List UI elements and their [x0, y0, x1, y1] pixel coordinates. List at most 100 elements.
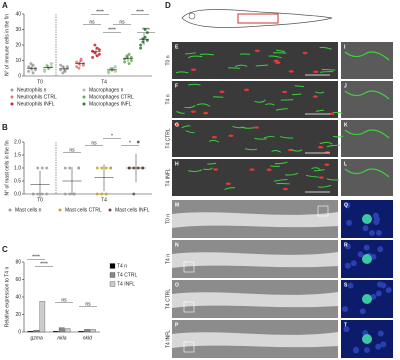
condition-label: T0 n [165, 55, 171, 65]
tissue [172, 332, 338, 348]
x-tick-label: T4 [101, 197, 107, 203]
nucleus [377, 246, 384, 253]
cell [184, 105, 196, 109]
cell [344, 129, 390, 139]
cell [321, 68, 336, 71]
condition-label: T4 CTRL [165, 128, 171, 149]
cell [292, 93, 302, 96]
tissue [172, 252, 338, 268]
y-tick-label: 1.0 [14, 165, 21, 171]
y-tick-label: 40 [15, 11, 21, 17]
cell [207, 162, 217, 165]
significance-label: ns [91, 140, 97, 146]
cell [288, 70, 294, 73]
panel-letter: N [175, 242, 179, 248]
panel-letter: F [175, 83, 178, 89]
significance-label: * [111, 133, 113, 139]
nucleus [343, 326, 350, 333]
legend-swatch [82, 102, 86, 106]
y-tick-label: 10 [15, 58, 21, 64]
condition-label: T4 INFL [165, 168, 171, 186]
cell [219, 90, 225, 94]
nucleus [375, 343, 382, 350]
nucleus [359, 308, 366, 315]
nucleus [357, 251, 364, 258]
nucleus [350, 260, 357, 267]
data-point [123, 60, 127, 64]
significance-label: **** [40, 261, 48, 267]
panel-letter: L [344, 161, 347, 167]
legend-swatch [109, 272, 116, 278]
legend-label: Neutrophils INFL [17, 101, 55, 107]
y-tick-label: 20 [15, 312, 21, 318]
nucleus [346, 219, 353, 226]
cell [234, 64, 248, 67]
panel-letter: O [175, 282, 179, 288]
nucleus [353, 347, 360, 354]
nucleus [363, 347, 370, 354]
panel-letter: S [344, 282, 348, 288]
cell [244, 148, 258, 151]
data-point [27, 69, 31, 73]
legend-swatch [82, 88, 86, 92]
legend-label: Macrophages CTRL [89, 94, 134, 100]
y-axis-label: N° of mast cells in the fin [4, 140, 10, 195]
data-point [129, 59, 133, 62]
y-tick-label: 60 [15, 277, 21, 283]
panel-letter: P [175, 322, 179, 328]
roi-box [317, 205, 329, 217]
data-point [75, 60, 79, 64]
y-tick-label: 40 [15, 294, 21, 300]
cell [254, 99, 266, 103]
data-point [95, 166, 99, 170]
bar [64, 328, 71, 333]
significance-label: ns [89, 19, 95, 25]
cell [274, 161, 288, 165]
data-point [61, 71, 65, 75]
cell [249, 168, 255, 171]
panel-letter: M [175, 202, 179, 208]
significance-label: ns [69, 147, 75, 153]
data-point [75, 65, 79, 69]
y-axis-label: Relative expression to T4 n [4, 267, 10, 328]
mast-cell [362, 334, 372, 344]
x-tick-label: T0 [37, 79, 43, 85]
legend-swatch [10, 88, 14, 92]
cell [311, 167, 321, 171]
cell [285, 172, 299, 176]
cell [187, 83, 201, 86]
cell [313, 70, 319, 74]
legend-swatch [58, 208, 62, 212]
nucleus [344, 202, 351, 209]
cell [266, 168, 272, 171]
data-point [97, 48, 101, 52]
nucleus [347, 282, 354, 289]
cell [315, 109, 325, 112]
cell [213, 168, 219, 171]
cell [326, 144, 340, 148]
data-point [63, 192, 67, 196]
mast-cell [362, 254, 372, 264]
data-point [104, 192, 108, 196]
cell [294, 85, 304, 88]
data-point [100, 192, 104, 196]
cell [329, 112, 335, 116]
cell [279, 135, 294, 139]
roi-box [183, 261, 195, 273]
data-point [143, 28, 147, 31]
panel-letter: C [2, 245, 8, 254]
data-point [79, 57, 83, 61]
significance-label: ns [119, 19, 125, 25]
data-point [109, 166, 113, 170]
cell [232, 125, 245, 129]
data-point [107, 71, 111, 75]
fluorescence-image [172, 159, 338, 196]
x-tick-label: T4 [101, 79, 107, 85]
cell [275, 108, 288, 111]
cell [203, 167, 213, 171]
significance-label: **** [96, 9, 104, 15]
data-point [139, 46, 143, 50]
data-point [31, 192, 35, 196]
data-point [113, 65, 117, 69]
bar [52, 330, 59, 333]
